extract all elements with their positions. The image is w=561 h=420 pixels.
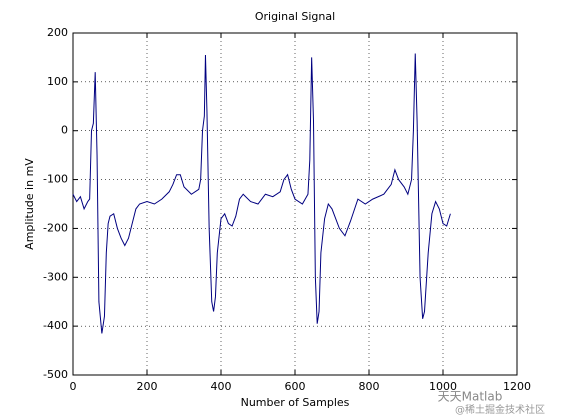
- x-tick-label: 200: [137, 380, 158, 393]
- y-tick-label: -400: [43, 319, 68, 332]
- plot-frame: [72, 32, 518, 376]
- x-tick-label: 0: [70, 380, 77, 393]
- y-tick-label: 100: [47, 75, 68, 88]
- x-tick-label: 800: [359, 380, 380, 393]
- x-tick-label: 1200: [503, 380, 531, 393]
- x-tick-label: 400: [211, 380, 232, 393]
- y-tick-label: 0: [61, 124, 68, 137]
- x-axis-label: Number of Samples: [241, 396, 350, 409]
- y-tick-label: -100: [43, 173, 68, 186]
- signal-line: [72, 53, 451, 334]
- y-axis-label: Amplitude in mV: [23, 158, 36, 250]
- y-tick-label: -500: [43, 368, 68, 381]
- y-tick-label: 200: [47, 26, 68, 39]
- y-tick-label: -300: [43, 270, 68, 283]
- watermark: 天天Matlab: [438, 390, 503, 404]
- x-tick-label: 600: [285, 380, 306, 393]
- y-tick-label: -200: [43, 221, 68, 234]
- watermark: @稀土掘金技术社区: [455, 403, 545, 416]
- chart-title: Original Signal: [255, 10, 335, 23]
- x-tick-label: 1000: [429, 380, 457, 393]
